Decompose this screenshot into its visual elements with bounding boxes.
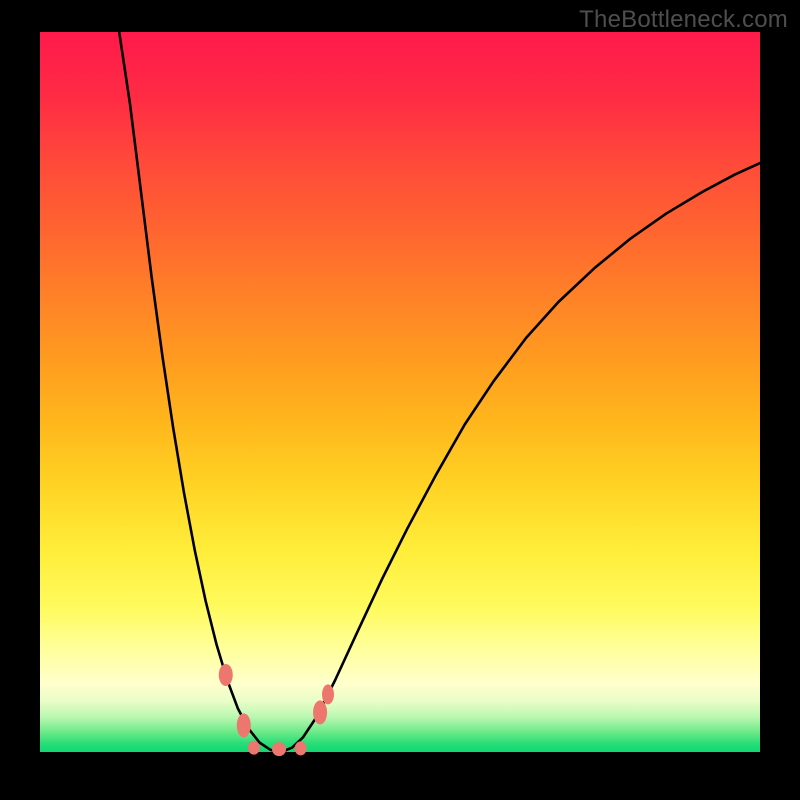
- data-marker: [237, 713, 251, 737]
- watermark-label: TheBottleneck.com: [579, 6, 788, 34]
- data-marker: [295, 741, 307, 755]
- plot-background: [40, 32, 760, 752]
- data-marker: [313, 700, 327, 724]
- data-marker: [248, 741, 260, 755]
- figure-container: TheBottleneck.com: [0, 0, 800, 800]
- data-marker: [219, 664, 233, 686]
- data-marker: [322, 684, 334, 704]
- data-marker: [272, 742, 286, 756]
- chart-svg: [0, 0, 800, 800]
